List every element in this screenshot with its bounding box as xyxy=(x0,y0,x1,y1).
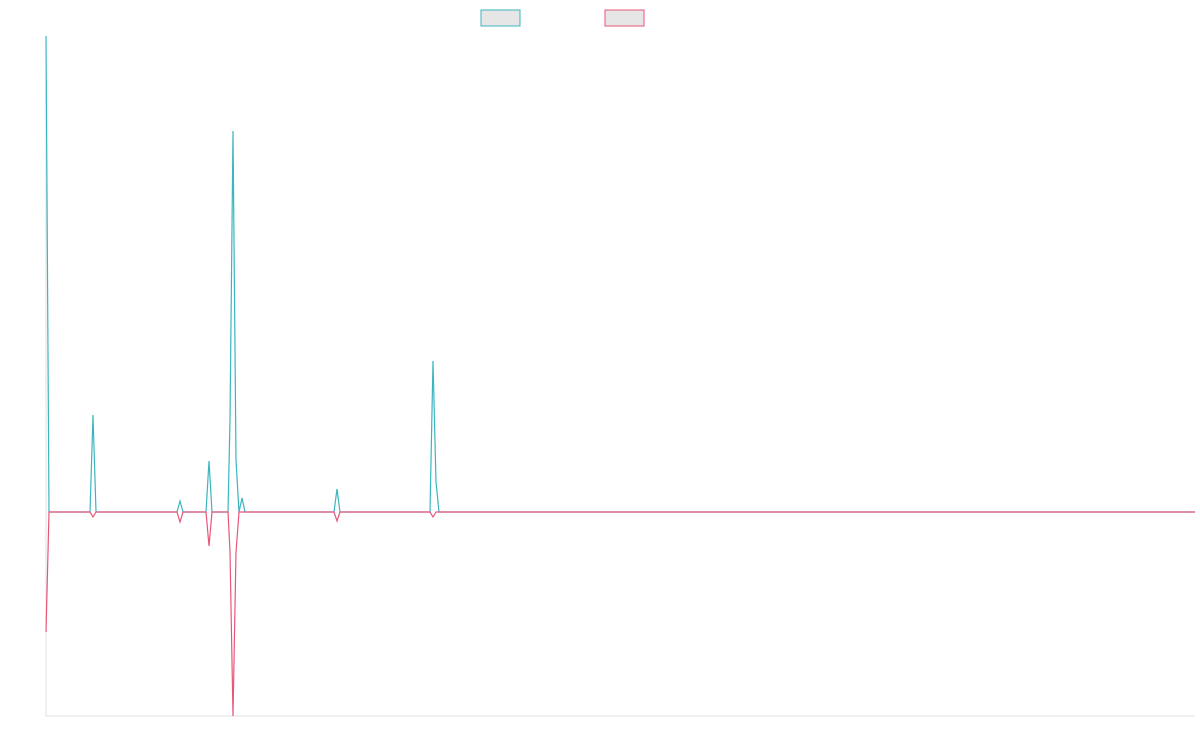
plot-area xyxy=(45,35,1195,717)
legend-swatch[interactable] xyxy=(604,9,645,27)
legend xyxy=(480,9,645,27)
legend-swatch[interactable] xyxy=(480,9,521,27)
series-line xyxy=(45,35,1195,513)
series-line xyxy=(45,511,1195,717)
